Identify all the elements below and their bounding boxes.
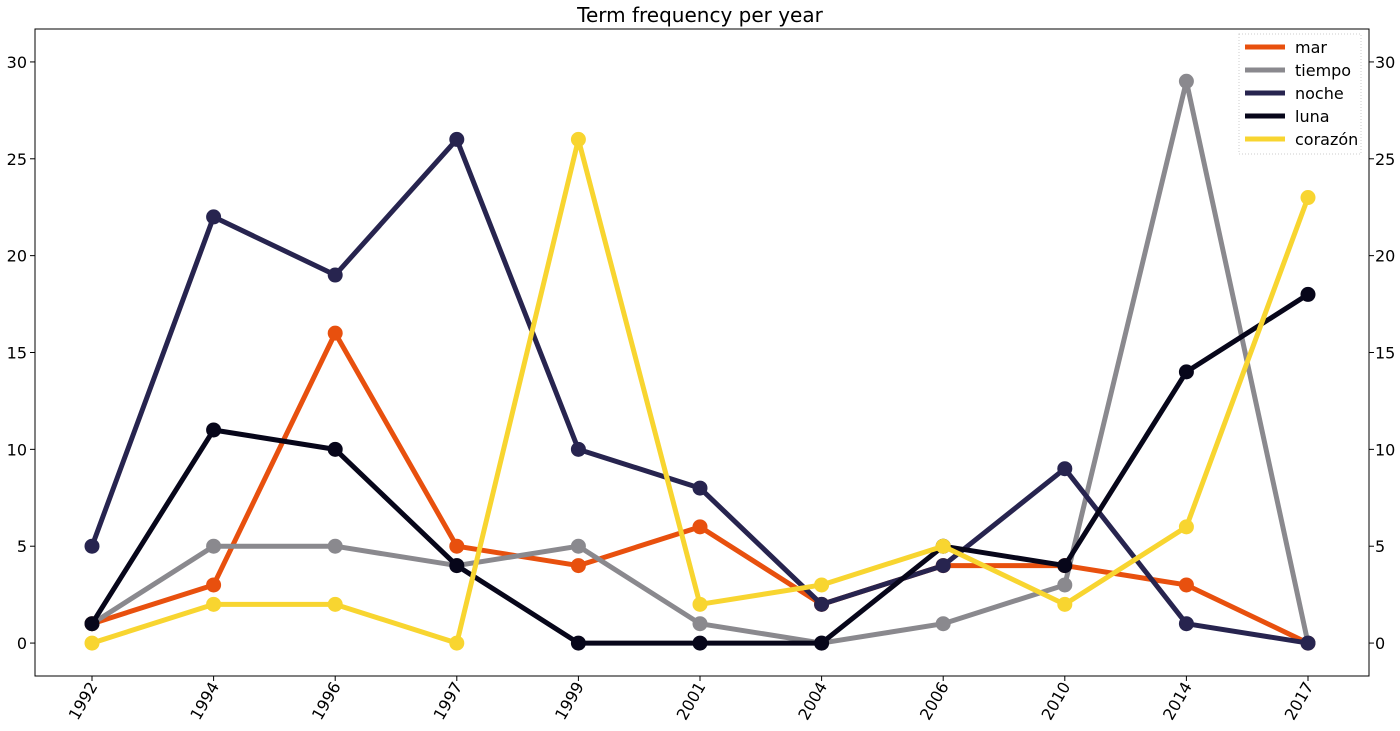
data-point [327,441,343,457]
data-point [1057,577,1073,593]
x-tick-label: 2014 [1159,679,1196,724]
data-point [84,616,100,632]
plot-area-frame [34,28,1370,677]
chart-title: Term frequency per year [576,3,823,27]
data-point [1178,73,1194,89]
data-point [1057,558,1073,574]
data-point [1057,596,1073,612]
series-layer [84,73,1316,651]
data-point [570,635,586,651]
data-point [1178,616,1194,632]
y-tick-label-left: 15 [7,344,27,363]
series-line [89,136,1311,646]
data-point [206,538,222,554]
x-tick-label: 1992 [65,679,102,724]
data-point [327,596,343,612]
data-point [692,616,708,632]
data-point [1300,635,1316,651]
data-point [692,480,708,496]
x-tick-label: 2017 [1281,679,1318,724]
data-point [1057,461,1073,477]
legend-label: corazón [1295,130,1358,149]
y-tick-label-right: 30 [1375,53,1395,72]
legend-label: noche [1295,84,1344,103]
data-point [935,616,951,632]
legend-label: tiempo [1295,61,1351,80]
data-point [692,519,708,535]
data-point [327,538,343,554]
series-corazón [84,131,1316,651]
data-point [1300,190,1316,206]
data-point [935,558,951,574]
data-point [570,131,586,147]
data-point [84,635,100,651]
data-point [206,209,222,225]
legend-label: luna [1295,107,1330,126]
series-luna [84,286,1316,651]
data-point [206,596,222,612]
data-point [692,596,708,612]
series-line [89,78,1311,646]
data-point [449,538,465,554]
y-tick-label-right: 5 [1375,537,1385,556]
legend-label: mar [1295,38,1327,57]
series-noche [84,131,1316,651]
y-tick-label-left: 0 [17,634,27,653]
data-point [814,635,830,651]
data-point [570,558,586,574]
x-axis: 1992 1994 1996 1997 1999 2001 2004 2006 2010 2014… [65,676,1318,724]
y-tick-label-left: 30 [7,53,27,72]
data-point [935,538,951,554]
data-point [1178,577,1194,593]
data-point [206,422,222,438]
data-point [692,635,708,651]
y-tick-label-left: 25 [7,150,27,169]
y-tick-label-left: 10 [7,440,27,459]
x-tick-label: 2004 [794,679,831,724]
data-point [1300,286,1316,302]
data-point [570,441,586,457]
x-tick-label: 1994 [186,679,223,724]
data-point [327,267,343,283]
x-tick-label: 1997 [429,679,466,724]
x-tick-label: 1999 [551,679,588,724]
x-tick-label: 2006 [916,679,953,724]
y-tick-label-right: 25 [1375,150,1395,169]
data-point [449,131,465,147]
y-tick-label-left: 20 [7,247,27,266]
left-y-axis: 0 5 10 15 20 25 30 [7,53,35,653]
y-tick-label-right: 10 [1375,440,1395,459]
data-point [814,577,830,593]
series-line [89,291,1311,646]
y-tick-label-left: 5 [17,537,27,556]
right-y-axis: 0 5 10 15 20 25 30 [1369,53,1395,653]
data-point [814,596,830,612]
y-tick-label-right: 20 [1375,247,1395,266]
data-point [1178,519,1194,535]
legend: mar tiempo noche luna corazón [1238,33,1362,155]
data-point [84,538,100,554]
data-point [327,325,343,341]
x-tick-label: 1996 [308,679,345,724]
y-tick-label-right: 15 [1375,344,1395,363]
x-tick-label: 2001 [673,679,710,724]
x-tick-label: 2010 [1037,679,1074,724]
data-point [206,577,222,593]
data-point [449,558,465,574]
data-point [1178,364,1194,380]
data-point [570,538,586,554]
data-point [449,635,465,651]
y-tick-label-right: 0 [1375,634,1385,653]
